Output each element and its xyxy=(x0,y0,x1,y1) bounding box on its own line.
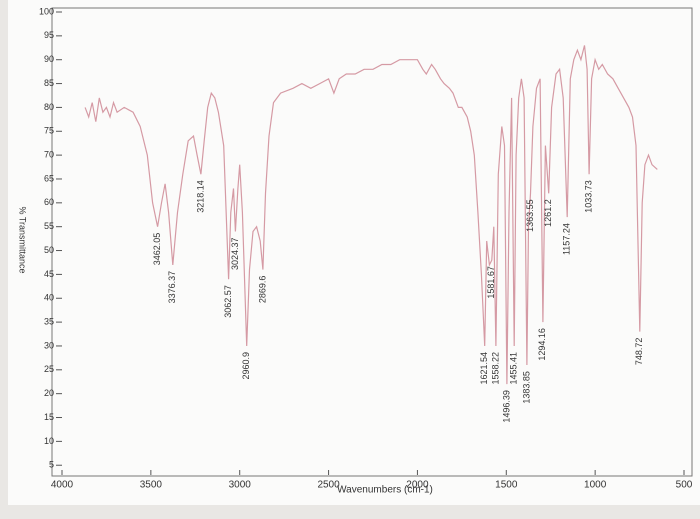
paper xyxy=(8,0,700,505)
peak-label: 3462.05 xyxy=(152,233,162,266)
peak-label: 1558.22 xyxy=(490,352,500,385)
y-tick-label: 35 xyxy=(44,316,54,326)
x-tick-label: 2000 xyxy=(406,480,429,491)
x-tick-label: 3000 xyxy=(229,480,252,491)
peak-label: 2869.6 xyxy=(257,276,267,304)
y-tick-label: 40 xyxy=(44,293,54,303)
y-tick-label: 80 xyxy=(44,102,54,112)
y-tick-label: 55 xyxy=(44,221,54,231)
y-tick-label: 85 xyxy=(44,78,54,88)
y-tick-label: 45 xyxy=(44,269,54,279)
y-tick-label: 75 xyxy=(44,126,54,136)
y-tick-label: 70 xyxy=(44,150,54,160)
x-tick-label: 500 xyxy=(676,480,693,491)
y-tick-label: 20 xyxy=(44,388,54,398)
y-tick-label: 60 xyxy=(44,197,54,207)
peak-label: 1294.16 xyxy=(537,328,547,361)
y-tick-label: 10 xyxy=(44,436,54,446)
x-tick-label: 2500 xyxy=(317,480,340,491)
x-tick-label: 1500 xyxy=(495,480,518,491)
y-tick-label: 25 xyxy=(44,364,54,374)
peak-label: 1496.39 xyxy=(501,390,511,423)
spectrum-line xyxy=(84,45,658,385)
peak-label: 1621.54 xyxy=(479,352,489,385)
plot-frame xyxy=(51,7,693,477)
y-tick-label: 100 xyxy=(39,6,54,16)
y-axis-label: % Transmittance xyxy=(18,206,28,273)
peak-label: 1363.55 xyxy=(525,199,535,232)
y-tick-label: 90 xyxy=(44,54,54,64)
peak-label: 2960.9 xyxy=(241,352,251,380)
x-tick-label: 1000 xyxy=(584,480,607,491)
peak-label: 1581.67 xyxy=(486,266,496,299)
y-tick-label: 15 xyxy=(44,412,54,422)
peak-label: 748.72 xyxy=(634,338,644,366)
peak-label: 1383.85 xyxy=(521,371,531,404)
peak-label: 3376.37 xyxy=(167,271,177,304)
peak-label: 1033.73 xyxy=(584,180,594,213)
x-tick-label: 3500 xyxy=(140,480,163,491)
peak-label: 1157.24 xyxy=(562,223,572,255)
y-tick-label: 5 xyxy=(49,460,54,470)
peak-label: 1455.41 xyxy=(509,352,519,385)
peak-label: 3024.37 xyxy=(230,237,240,270)
y-tick-label: 95 xyxy=(44,30,54,40)
y-tick-label: 50 xyxy=(44,245,54,255)
y-tick-label: 30 xyxy=(44,340,54,350)
x-axis-label: Wavenumbers (cm-1) xyxy=(337,485,433,496)
peak-label: 3218.14 xyxy=(195,180,205,213)
peak-label: 1261.2 xyxy=(543,199,553,227)
y-tick-label: 65 xyxy=(44,173,54,183)
x-tick-label: 4000 xyxy=(51,480,74,491)
peak-label: 3062.57 xyxy=(223,285,233,318)
